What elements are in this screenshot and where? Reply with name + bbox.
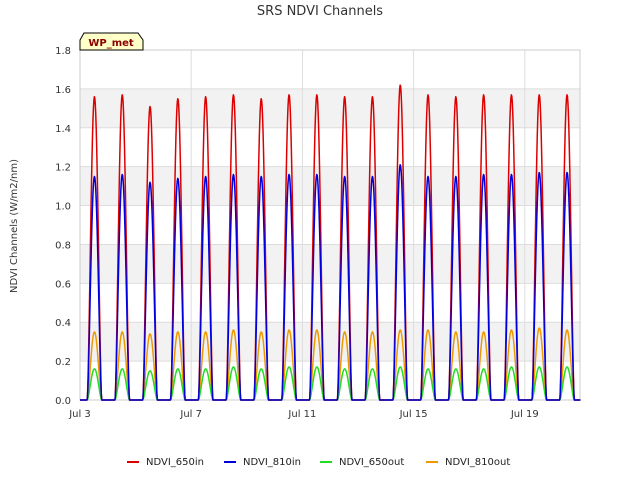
legend: NDVI_650in NDVI_810in NDVI_650out NDVI_810o… [127, 457, 510, 468]
badge-shape [79, 32, 144, 51]
x-tick-label: Jul 3 [68, 409, 91, 420]
grid-band [80, 244, 580, 284]
grid-band [80, 322, 580, 362]
badge-label: WP_met [88, 38, 134, 49]
y-tick-label: 1.2 [55, 163, 71, 174]
y-tick-label: 0.2 [55, 357, 71, 368]
y-tick-label: 1.6 [55, 85, 71, 96]
legend-label-ndvi-650in: NDVI_650in [146, 457, 204, 468]
y-tick-label: 1.0 [55, 202, 71, 213]
y-tick-label: 0.6 [55, 279, 71, 290]
x-tick-label: Jul 11 [287, 409, 316, 420]
x-tick-label: Jul 15 [399, 409, 428, 420]
series-layer [79, 84, 581, 401]
y-tick-label: 0.8 [55, 240, 71, 251]
x-tick-label: Jul 7 [179, 409, 202, 420]
y-tick-label: 1.8 [55, 46, 71, 57]
legend-label-ndvi-650out: NDVI_650out [339, 457, 404, 468]
legend-label-ndvi-810in: NDVI_810in [243, 457, 301, 468]
grid-lines [79, 49, 581, 401]
x-tick-label: Jul 19 [510, 409, 539, 420]
x-tick-labels: Jul 3 Jul 7 Jul 11 Jul 15 Jul 19 [68, 409, 539, 420]
y-axis-title: NDVI Channels (W/m2/nm) [9, 159, 20, 293]
chart-title: SRS NDVI Channels [257, 4, 383, 19]
station-badge: WP_met [79, 32, 144, 51]
legend-label-ndvi-810out: NDVI_810out [445, 457, 510, 468]
y-tick-label: 1.4 [55, 124, 71, 135]
grid-band [80, 166, 580, 206]
grid-bands [80, 88, 580, 362]
y-tick-label: 0.0 [55, 396, 71, 407]
series-line-ndvi-810in [79, 164, 581, 401]
y-tick-labels: 0.0 0.2 0.4 0.6 0.8 1.0 1.2 1.4 1.6 1.8 [55, 46, 71, 407]
grid-band [80, 88, 580, 128]
y-tick-label: 0.4 [55, 318, 71, 329]
